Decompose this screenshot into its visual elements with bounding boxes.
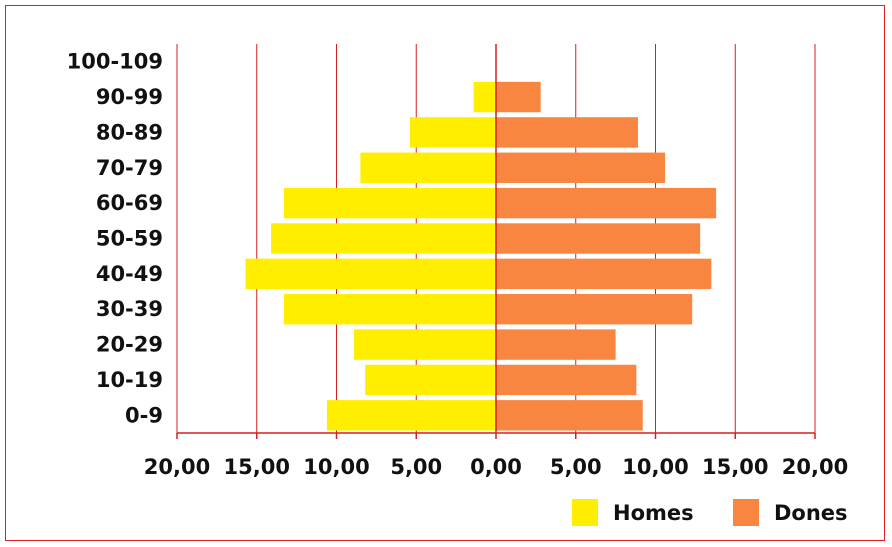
y-tick-label: 10-19 <box>96 368 163 392</box>
bar-homes-50-59 <box>271 223 496 254</box>
x-tick-label: 15,00 <box>702 455 768 479</box>
y-tick-label: 70-79 <box>96 156 163 180</box>
bar-dones-80-89 <box>496 117 638 148</box>
bar-homes-70-79 <box>360 152 496 183</box>
x-tick-label: 20,00 <box>782 455 848 479</box>
x-tick-label: 0,00 <box>470 455 522 479</box>
x-tick-label: 10,00 <box>303 455 369 479</box>
bar-dones-30-39 <box>496 294 693 325</box>
y-tick-label: 40-49 <box>96 262 163 286</box>
y-tick-label: 60-69 <box>96 191 163 215</box>
bar-homes-60-69 <box>283 187 496 219</box>
bar-homes-0-9 <box>326 400 496 431</box>
y-tick-label: 80-89 <box>96 120 163 144</box>
axes <box>176 44 816 439</box>
bar-dones-10-19 <box>496 364 637 396</box>
y-tick-label: 0-9 <box>125 403 163 427</box>
bar-dones-0-9 <box>496 400 643 431</box>
legend-swatch-homes <box>572 499 598 526</box>
bar-dones-60-69 <box>496 187 717 219</box>
y-tick-label: 30-39 <box>96 297 163 321</box>
legend-swatch-dones <box>733 499 759 526</box>
bar-dones-70-79 <box>496 152 666 183</box>
bars <box>245 81 717 431</box>
y-tick-label: 20-29 <box>96 333 163 357</box>
y-tick-labels: 0-9 10-19 20-29 30-39 40-49 50-59 60-69 70-79 80… <box>67 50 163 428</box>
y-tick-label: 90-99 <box>96 85 163 109</box>
x-tick-labels: 20,00 15,00 10,00 5,00 0,00 5,00 10,00 15,00 20,… <box>144 455 848 479</box>
legend: Homes Dones <box>572 499 848 526</box>
bar-dones-90-99 <box>496 81 541 113</box>
x-tick-label: 10,00 <box>622 455 688 479</box>
bar-homes-30-39 <box>283 294 496 325</box>
bar-homes-90-99 <box>473 81 496 113</box>
bar-dones-20-29 <box>496 329 616 360</box>
y-tick-label: 50-59 <box>96 227 163 251</box>
bar-homes-40-49 <box>245 258 496 290</box>
y-tick-label: 100-109 <box>67 50 163 74</box>
x-tick-label: 5,00 <box>550 455 602 479</box>
x-tick-label: 5,00 <box>390 455 442 479</box>
bar-dones-40-49 <box>496 258 712 290</box>
legend-label-dones: Dones <box>774 501 848 525</box>
x-tick-label: 15,00 <box>224 455 290 479</box>
bar-dones-50-59 <box>496 223 701 254</box>
bar-homes-10-19 <box>365 364 496 396</box>
x-tick-label: 20,00 <box>144 455 210 479</box>
legend-label-homes: Homes <box>613 501 694 525</box>
bar-homes-80-89 <box>409 117 496 148</box>
bar-homes-20-29 <box>354 329 496 360</box>
